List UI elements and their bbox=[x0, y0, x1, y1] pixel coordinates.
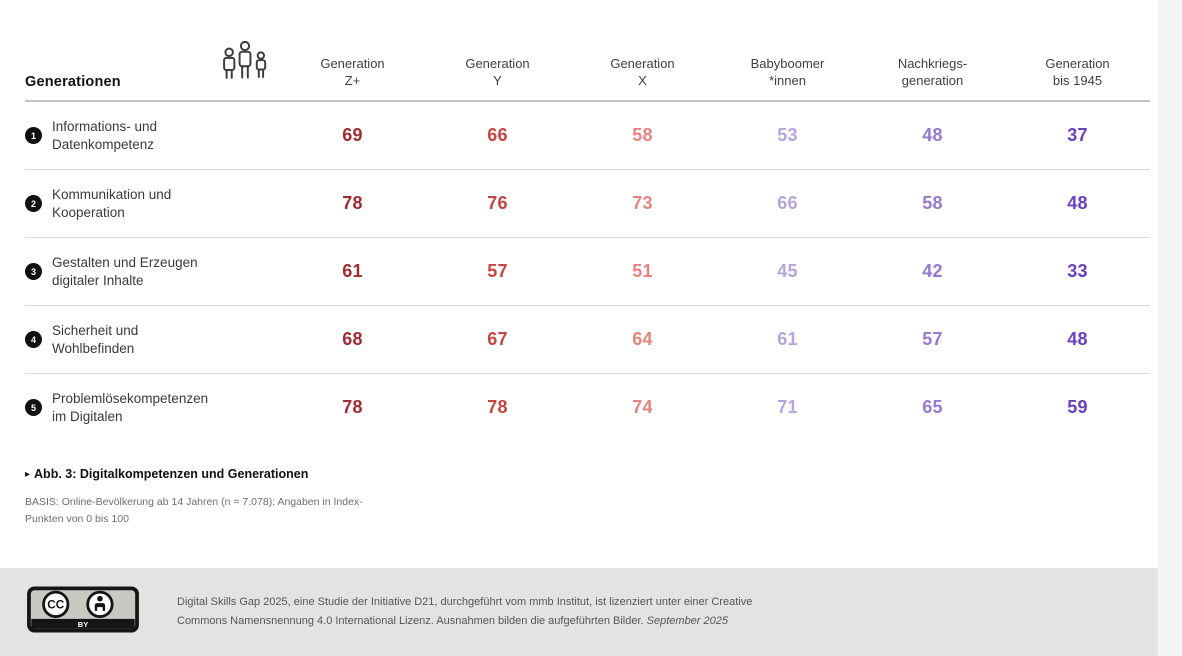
table-row: 5 Problemlösekompetenzen im Digitalen 78 … bbox=[25, 374, 1150, 441]
value-cell: 53 bbox=[777, 125, 798, 145]
attribution-person-icon bbox=[86, 590, 114, 618]
value-cell: 57 bbox=[922, 329, 943, 349]
row-number-badge: 4 bbox=[25, 331, 42, 348]
cc-icon: CC bbox=[42, 590, 70, 618]
row-number-badge: 2 bbox=[25, 195, 42, 212]
caption-text: Abb. 3: Digitalkompetenzen und Generatio… bbox=[34, 467, 309, 481]
svg-text:CC: CC bbox=[47, 599, 64, 612]
value-cell: 74 bbox=[632, 397, 653, 417]
table-row: 1 Informations- und Datenkompetenz 69 66 … bbox=[25, 102, 1150, 170]
row-number-badge: 5 bbox=[25, 399, 42, 416]
value-cell: 37 bbox=[1067, 125, 1088, 145]
row-number-badge: 1 bbox=[25, 127, 42, 144]
row-number-badge: 3 bbox=[25, 263, 42, 280]
value-cell: 61 bbox=[777, 329, 798, 349]
license-line-1: Digital Skills Gap 2025, eine Studie der… bbox=[177, 596, 753, 609]
table-row: 3 Gestalten und Erzeugen digitaler Inhalt… bbox=[25, 238, 1150, 306]
table-row: 2 Kommunikation und Kooperation 78 76 73 … bbox=[25, 170, 1150, 238]
value-cell: 67 bbox=[487, 329, 508, 349]
value-cell: 42 bbox=[922, 261, 943, 281]
value-cell: 57 bbox=[487, 261, 508, 281]
value-cell: 76 bbox=[487, 193, 508, 213]
value-cell: 66 bbox=[487, 125, 508, 145]
row-label-text: Problemlösekompetenzen im Digitalen bbox=[52, 390, 209, 424]
basis-line-1: BASIS: Online-Bevölkerung ab 14 Jahren (… bbox=[25, 496, 363, 508]
license-footer: CC BY Digital Skills Gap 2025, eine Stud… bbox=[0, 568, 1158, 656]
value-cell: 33 bbox=[1067, 261, 1088, 281]
column-header-generation-bis-1945: Generation bis 1945 bbox=[1045, 55, 1110, 89]
row-label-text: Gestalten und Erzeugen digitaler Inhalte bbox=[52, 254, 198, 288]
column-header-generation-x: Generation X bbox=[610, 55, 675, 89]
row-label-text: Sicherheit und Wohlbefinden bbox=[52, 322, 139, 356]
value-cell: 78 bbox=[487, 397, 508, 417]
license-text: Digital Skills Gap 2025, eine Studie der… bbox=[177, 593, 752, 630]
value-cell: 66 bbox=[777, 193, 798, 213]
value-cell: 64 bbox=[632, 329, 653, 349]
figure-sheet: Generationen Generation Z+ bbox=[0, 0, 1158, 568]
value-cell: 78 bbox=[342, 193, 363, 213]
generations-table: Generationen Generation Z+ bbox=[25, 30, 1150, 441]
table-row: 4 Sicherheit und Wohlbefinden 68 67 64 61… bbox=[25, 306, 1150, 374]
row-label-kommunikation-und-kooperation: 2 Kommunikation und Kooperation bbox=[25, 186, 280, 221]
cc-by-license-badge: CC BY bbox=[25, 586, 141, 638]
column-header-babyboomer: Babyboomer *innen bbox=[750, 55, 825, 89]
value-cell: 61 bbox=[342, 261, 363, 281]
value-cell: 71 bbox=[777, 397, 798, 417]
value-cell: 78 bbox=[342, 397, 363, 417]
basis-note: BASIS: Online-Bevölkerung ab 14 Jahren (… bbox=[25, 494, 1158, 528]
value-cell: 51 bbox=[632, 261, 653, 281]
column-header-generation-z: Generation Z+ bbox=[320, 55, 385, 89]
value-cell: 48 bbox=[922, 125, 943, 145]
row-label-informations-und-datenkompetenz: 1 Informations- und Datenkompetenz bbox=[25, 118, 280, 153]
table-title: Generationen bbox=[25, 74, 121, 90]
value-cell: 68 bbox=[342, 329, 363, 349]
caption-arrow-icon: ▸ bbox=[25, 469, 31, 480]
value-cell: 48 bbox=[1067, 193, 1088, 213]
license-line-2: Commons Namensnennung 4.0 International … bbox=[177, 615, 728, 627]
figure-caption: ▸ Abb. 3: Digitalkompetenzen und Generati… bbox=[25, 467, 1158, 481]
row-label-text: Kommunikation und Kooperation bbox=[52, 186, 172, 220]
column-header-generation-y: Generation Y bbox=[465, 55, 530, 89]
row-label-sicherheit-und-wohlbefinden: 4 Sicherheit und Wohlbefinden bbox=[25, 322, 280, 357]
row-label-problemloesekompetenzen: 5 Problemlösekompetenzen im Digitalen bbox=[25, 390, 280, 425]
by-label: BY bbox=[78, 620, 88, 629]
column-header-nachkriegsgeneration: Nachkriegs-generation bbox=[897, 55, 968, 89]
value-cell: 69 bbox=[342, 125, 363, 145]
table-header-row: Generationen Generation Z+ bbox=[25, 30, 1150, 102]
value-cell: 73 bbox=[632, 193, 653, 213]
table-corner: Generationen bbox=[25, 39, 280, 92]
value-cell: 45 bbox=[777, 261, 798, 281]
value-cell: 58 bbox=[632, 125, 653, 145]
value-cell: 58 bbox=[922, 193, 943, 213]
row-label-text: Informations- und Datenkompetenz bbox=[52, 118, 158, 152]
basis-line-2: Punkten von 0 bis 100 bbox=[25, 512, 129, 525]
value-cell: 48 bbox=[1067, 329, 1088, 349]
value-cell: 59 bbox=[1067, 397, 1088, 417]
license-date: September 2025 bbox=[646, 615, 728, 627]
value-cell: 65 bbox=[922, 397, 943, 417]
row-label-gestalten-und-erzeugen: 3 Gestalten und Erzeugen digitaler Inhalt… bbox=[25, 254, 280, 289]
generations-people-icon bbox=[217, 39, 273, 92]
